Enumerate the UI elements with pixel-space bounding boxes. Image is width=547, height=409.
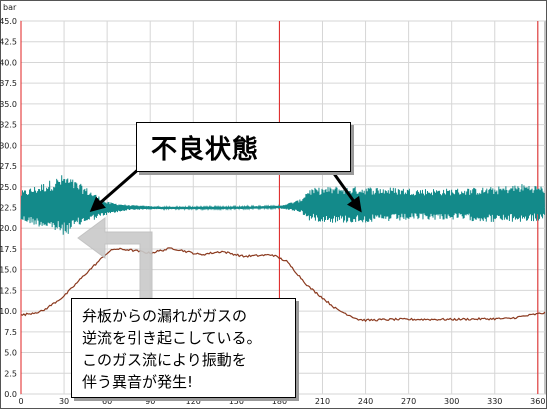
x-tick-label: 210 xyxy=(315,397,330,406)
explanation-line-1: 弁板からの漏れがガスの xyxy=(82,307,248,325)
y-tick-label: 32.5 xyxy=(0,121,17,130)
temperature-series xyxy=(20,247,546,323)
y-tick-label: 7.5 xyxy=(4,328,17,337)
y-tick-label: 15.0 xyxy=(0,266,17,275)
y-tick-label: 10.0 xyxy=(0,307,17,316)
y-tick-label: 5.0 xyxy=(4,349,17,358)
y-tick-label: 35.0 xyxy=(0,100,17,109)
defect-state-callout: 不良状態 xyxy=(136,122,351,172)
x-tick-label: 30 xyxy=(59,397,69,406)
x-tick-label: 60 xyxy=(102,397,112,406)
y-tick-label: 12.5 xyxy=(0,286,17,295)
oscillation-series xyxy=(20,175,546,235)
defect-state-label: 不良状態 xyxy=(151,134,260,165)
x-tick-label: 90 xyxy=(145,397,155,406)
y-tick-label: 25.0 xyxy=(0,183,17,192)
y-tick-label: 22.5 xyxy=(0,204,17,213)
x-tick-label: 180 xyxy=(272,397,287,406)
y-tick-label: 40.0 xyxy=(0,58,17,67)
y-tick-label: 17.5 xyxy=(0,245,17,254)
x-tick-label: 360 xyxy=(530,397,545,406)
explanation-line-3: このガス流により振動を xyxy=(82,351,247,369)
y-tick-label: 27.5 xyxy=(0,162,17,171)
y-tick-label: 42.5 xyxy=(0,38,17,47)
x-tick-label: 0 xyxy=(18,397,23,406)
explanation-callout: 弁板からの漏れがガスの 逆流を引き起こしている。 このガス流により振動を 伴う異… xyxy=(71,298,296,398)
grey-pointer-arrow xyxy=(77,217,153,299)
y-tick-label: 2.5 xyxy=(4,369,17,378)
y-tick-label: 20.0 xyxy=(0,224,17,233)
x-tick-label: 150 xyxy=(229,397,244,406)
pointer-arrow-left xyxy=(89,166,141,212)
y-tick-label: 30.0 xyxy=(0,141,17,150)
x-tick-label: 270 xyxy=(401,397,416,406)
explanation-line-4: 伴う異音が発生! xyxy=(82,373,194,391)
y-tick-label: 37.5 xyxy=(0,79,17,88)
x-tick-label: 300 xyxy=(444,397,459,406)
y-axis-label: bar xyxy=(3,3,17,12)
x-tick-label: 120 xyxy=(186,397,201,406)
explanation-line-2: 逆流を引き起こしている。 xyxy=(82,329,262,347)
x-tick-label: 240 xyxy=(358,397,373,406)
x-tick-label: 330 xyxy=(487,397,502,406)
y-tick-label: 0.0 xyxy=(4,390,17,399)
y-tick-label: 45.0 xyxy=(0,17,17,26)
pointer-arrow-right xyxy=(328,167,362,213)
